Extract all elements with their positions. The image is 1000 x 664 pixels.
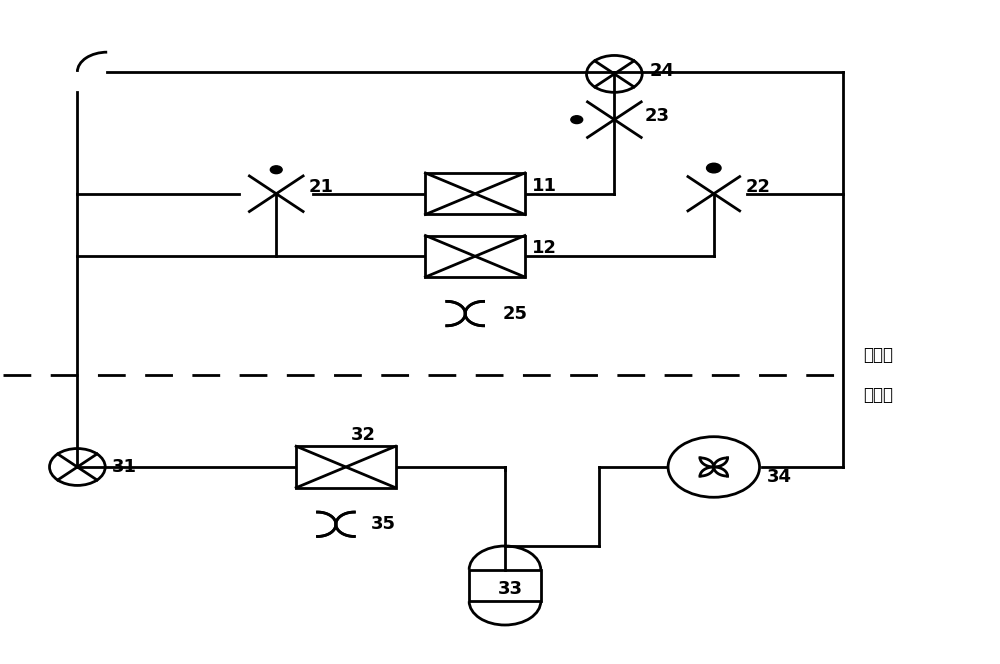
Text: 25: 25	[503, 305, 528, 323]
Bar	[425, 173, 525, 214]
Text: 23: 23	[644, 108, 669, 125]
Text: 12: 12	[532, 240, 557, 258]
Bar	[425, 236, 525, 277]
Circle shape	[571, 116, 583, 124]
Text: 11: 11	[532, 177, 557, 195]
Bar	[469, 570, 541, 602]
Text: 34: 34	[767, 468, 792, 486]
Text: 室外侧: 室外侧	[863, 386, 893, 404]
Text: 35: 35	[371, 515, 396, 533]
Text: 31: 31	[112, 458, 137, 476]
Text: 33: 33	[497, 580, 522, 598]
Text: 室内侧: 室内侧	[863, 346, 893, 364]
Circle shape	[270, 166, 282, 174]
Text: 32: 32	[351, 426, 376, 444]
Text: 24: 24	[649, 62, 674, 80]
Bar	[296, 446, 396, 488]
Text: 21: 21	[309, 178, 334, 196]
Circle shape	[707, 163, 721, 173]
Text: 22: 22	[746, 178, 771, 196]
